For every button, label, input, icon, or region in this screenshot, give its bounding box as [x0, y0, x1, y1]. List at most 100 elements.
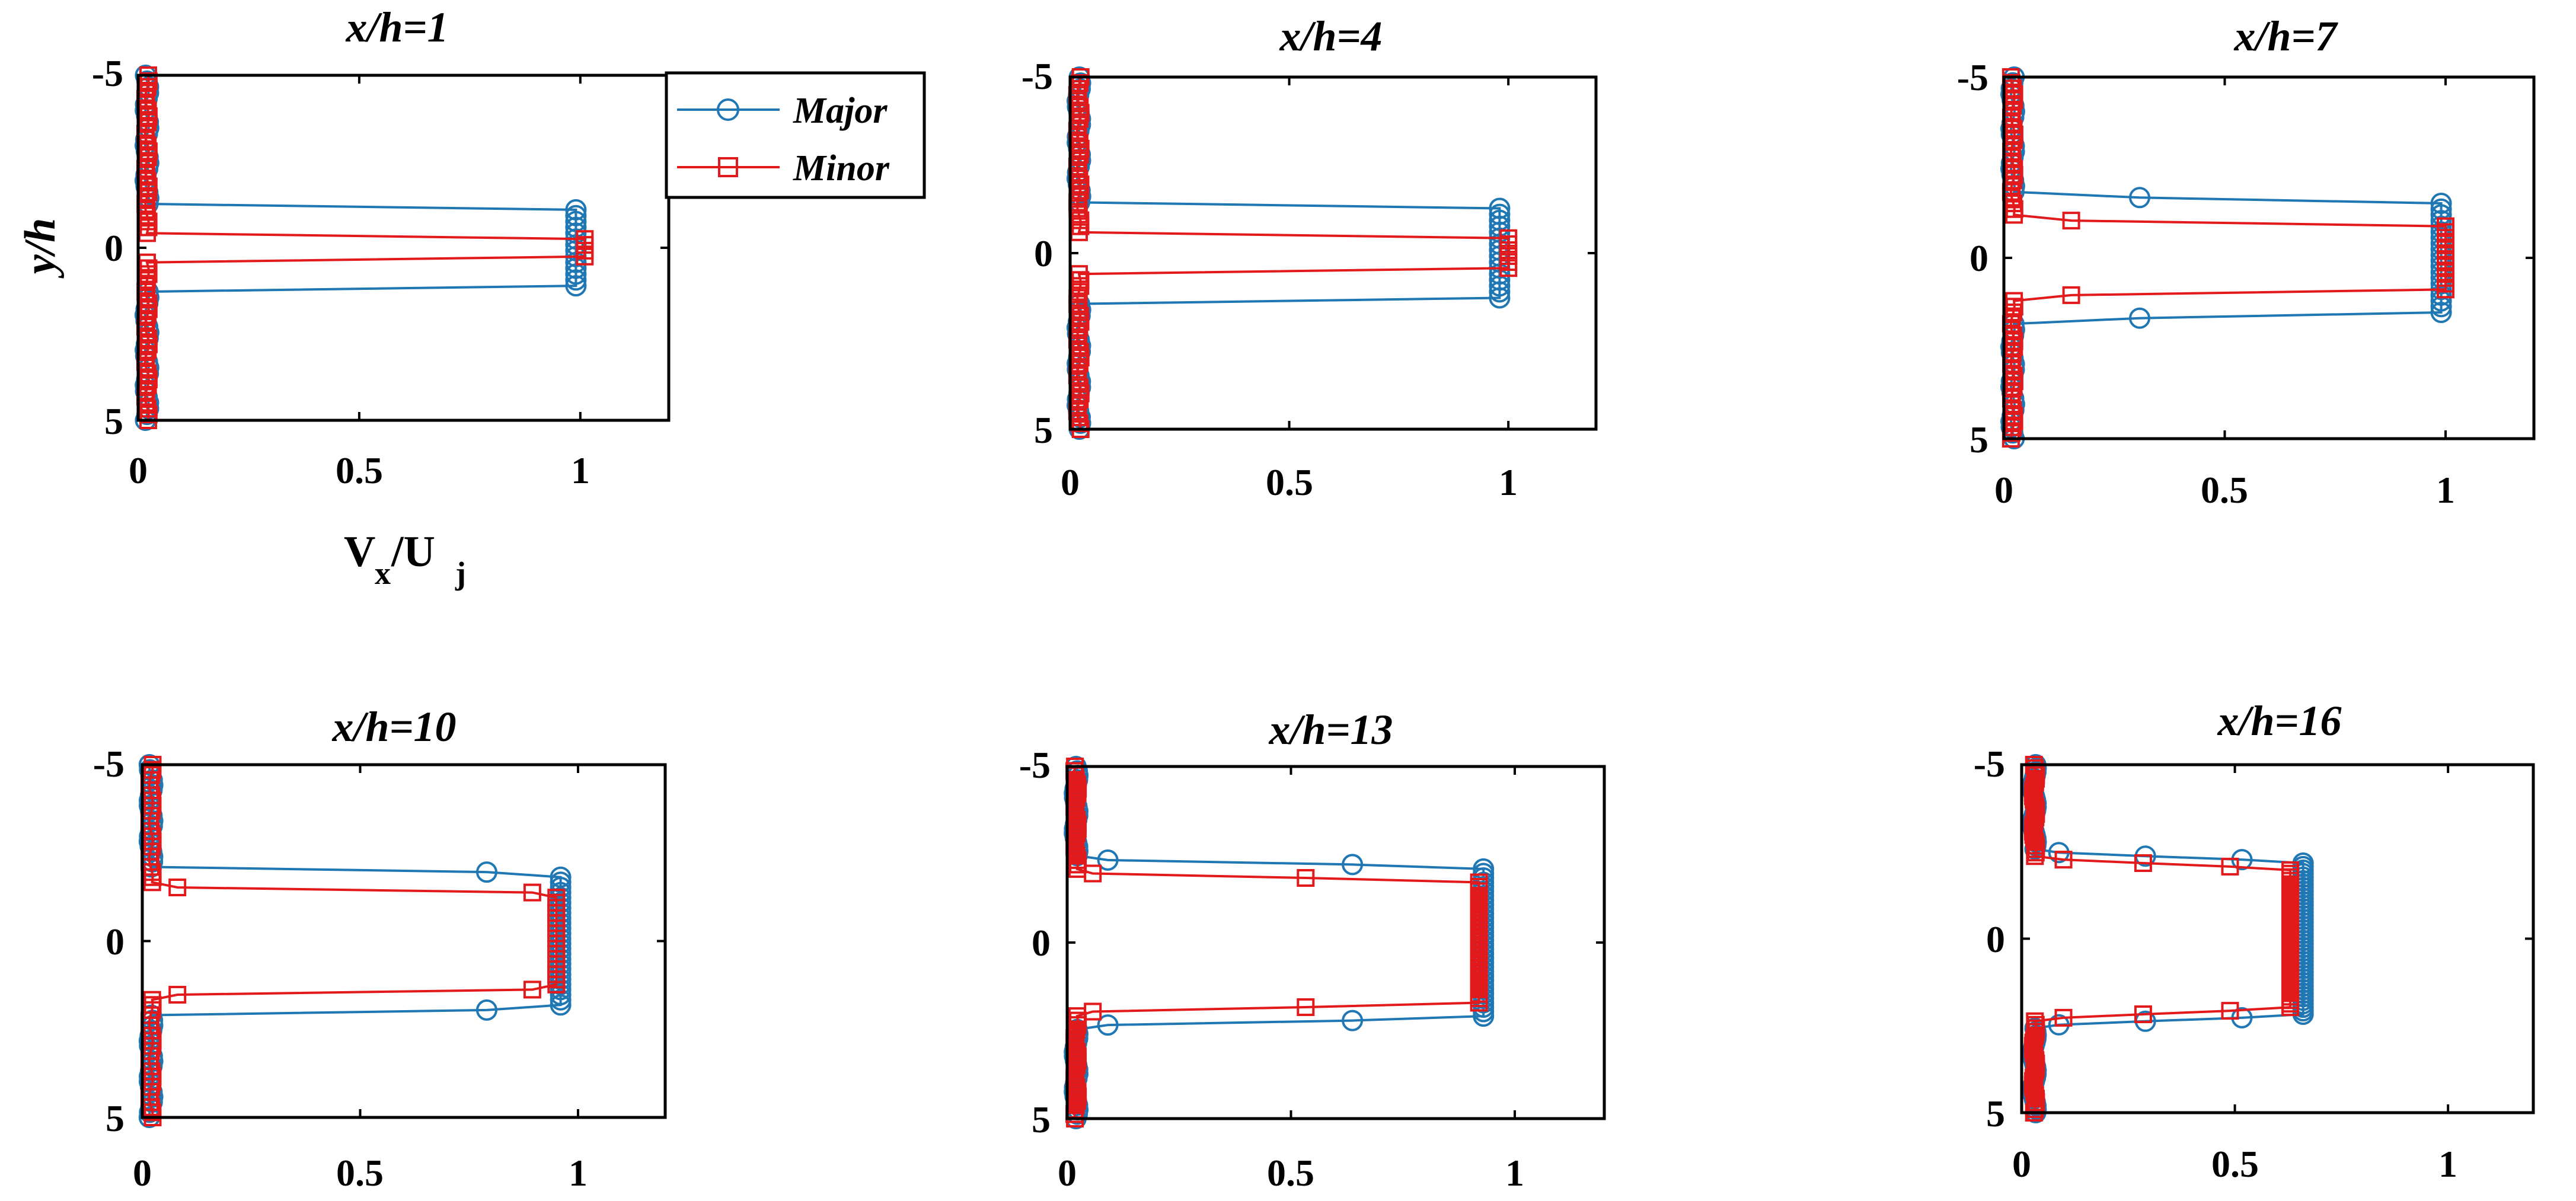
data-point — [139, 376, 157, 394]
data-point — [1070, 74, 1089, 92]
series-minor — [2002, 68, 2454, 448]
y-tick-label: 5 — [1986, 1093, 2005, 1135]
x-tick-label: 0.5 — [336, 449, 383, 491]
series-line — [148, 764, 558, 1118]
data-point — [550, 943, 572, 965]
data-point — [1071, 390, 1089, 408]
data-point — [550, 948, 572, 970]
data-point — [550, 907, 572, 929]
data-point — [138, 306, 157, 324]
data-point — [550, 866, 572, 888]
data-point — [2221, 857, 2239, 876]
plot-frame — [2020, 763, 2535, 1114]
data-point — [550, 917, 572, 939]
y-tick-label: -5 — [1022, 55, 1053, 97]
panel-4: x/h=10 -5 0 5 0 0.5 1 — [93, 703, 667, 1194]
y-tick-label: 0 — [1032, 922, 1051, 964]
data-point — [2004, 171, 2022, 190]
data-point — [168, 879, 187, 896]
data-point — [550, 984, 572, 1005]
data-point — [138, 78, 157, 96]
data-point — [550, 953, 572, 975]
data-point — [1068, 1091, 1086, 1110]
x-tick-label: 1 — [1505, 1152, 1524, 1194]
panel-title: x/h=7 — [2233, 12, 2338, 60]
x-tick-label: 1 — [1499, 461, 1518, 503]
x-tick-label: 0 — [2012, 1143, 2031, 1185]
data-point — [139, 341, 157, 359]
series-layer — [1066, 66, 1596, 440]
series-line — [143, 75, 577, 421]
data-point — [1071, 181, 1090, 200]
y-tick-label: 5 — [1032, 1098, 1051, 1141]
data-point — [2054, 1008, 2073, 1027]
data-point — [1071, 312, 1090, 331]
data-point — [476, 999, 497, 1021]
panel-title: x/h=1 — [345, 4, 448, 51]
data-point — [2004, 378, 2023, 396]
x-tick-label: 0.5 — [1266, 461, 1313, 503]
data-point — [550, 969, 572, 991]
data-point — [139, 148, 157, 167]
data-point — [565, 199, 587, 221]
panel-3: x/h=7 -5 0 5 0 0.5 1 — [1957, 12, 2536, 511]
data-point — [1489, 287, 1511, 309]
series-minor — [140, 756, 566, 1126]
data-point — [1070, 354, 1089, 373]
series-line — [143, 75, 586, 421]
y-tick-label: -5 — [93, 743, 125, 785]
data-point — [1297, 998, 1315, 1016]
legend-box — [665, 71, 926, 199]
x-axis-label: V x /U j — [344, 528, 466, 591]
data-point — [1067, 1020, 1086, 1039]
data-point — [139, 265, 158, 283]
data-point — [2134, 854, 2152, 872]
panel-title: x/h=16 — [2217, 697, 2341, 745]
data-point — [139, 218, 158, 237]
legend-label-major: Major — [793, 91, 888, 131]
series-line — [1075, 76, 1501, 430]
series-major — [2022, 754, 2314, 1123]
data-point — [1067, 788, 1086, 807]
x-axis-label-sub1: x — [375, 555, 391, 591]
data-point — [2134, 1005, 2152, 1023]
data-point — [550, 881, 572, 903]
x-tick-label: 0 — [1994, 469, 2013, 511]
panel-title: x/h=10 — [331, 703, 456, 750]
x-axis-label-sub2: j — [455, 555, 466, 591]
series-major — [2000, 66, 2452, 449]
data-point — [550, 912, 572, 934]
data-point — [2129, 187, 2150, 209]
series-layer — [2020, 754, 2533, 1123]
data-point — [2062, 286, 2080, 304]
y-tick-label: -5 — [1019, 744, 1051, 786]
data-point — [1071, 110, 1089, 128]
data-point — [1097, 1014, 1119, 1036]
data-point — [476, 861, 497, 883]
panel-5: x/h=13 -5 0 5 0 0.5 1 — [1019, 706, 1606, 1194]
data-point — [1071, 217, 1090, 235]
series-line — [2031, 764, 2292, 1113]
series-line — [1073, 766, 1485, 1119]
data-point — [550, 994, 572, 1016]
data-point — [1097, 849, 1119, 871]
x-tick-label: 0.5 — [1267, 1152, 1314, 1194]
data-point — [168, 986, 187, 1004]
data-point — [565, 205, 587, 226]
data-point — [2004, 304, 2022, 321]
x-tick-label: 0 — [1061, 461, 1080, 503]
data-point — [550, 897, 572, 919]
data-point — [547, 975, 566, 994]
data-point — [550, 979, 572, 1001]
series-line — [1075, 76, 1510, 430]
data-point — [1342, 854, 1364, 876]
series-line — [1073, 766, 1480, 1119]
data-point — [550, 877, 572, 898]
data-point — [550, 928, 572, 950]
x-axis-label-main: V — [344, 528, 375, 576]
x-tick-label: 0 — [1058, 1152, 1077, 1194]
data-point — [1084, 864, 1102, 883]
data-point — [565, 275, 587, 297]
data-point — [2005, 206, 2023, 224]
